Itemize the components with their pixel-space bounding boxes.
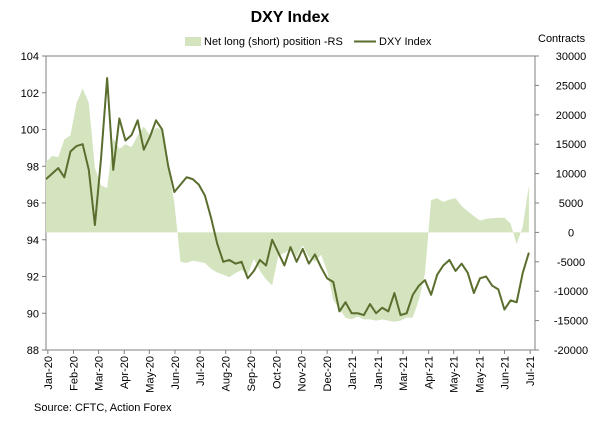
x-tick-label: Nov-20 (297, 356, 309, 391)
x-tick-label: Jul-21 (525, 356, 537, 386)
y-left-tick-label: 100 (21, 125, 39, 137)
x-tick-label: Aug-20 (221, 356, 233, 391)
y-right-tick-label: -5000 (557, 257, 585, 269)
y-left-axis: 88 90 92 94 96 98 100 102 104 (21, 51, 46, 357)
x-tick-label: May-21 (449, 356, 461, 393)
x-tick-label: Apr-21 (424, 356, 436, 389)
y-right-tick-label: 25000 (556, 80, 587, 92)
legend: Net long (short) position -RS DXY Index (185, 36, 432, 48)
y-left-tick-label: 98 (27, 161, 39, 173)
y-left-tick-label: 90 (27, 308, 39, 320)
y-right-tick-label: 5000 (559, 198, 583, 210)
x-tick-label: May-20 (144, 356, 156, 393)
legend-area-swatch (185, 37, 201, 46)
y-right-tick-label: 0 (568, 227, 574, 239)
x-tick-label: May-21 (474, 356, 486, 393)
y-right-tick-label: 30000 (556, 51, 587, 63)
x-tick-label: Feb-20 (69, 356, 81, 391)
x-tick-label: Dec-20 (322, 356, 334, 391)
x-tick-label: Mar-20 (94, 356, 106, 391)
x-tick-label: Mar-21 (398, 356, 410, 391)
y-left-tick-label: 96 (27, 198, 39, 210)
y-right-tick-label: 20000 (556, 110, 587, 122)
dxy-index-line (45, 77, 530, 317)
x-tick-label: Jul-20 (195, 356, 207, 386)
y-left-tick-label: 94 (27, 235, 39, 247)
x-tick-label: Sep-20 (246, 356, 258, 391)
legend-area-label: Net long (short) position -RS (204, 36, 343, 48)
dxy-line-layer (45, 77, 530, 317)
x-axis: Jan-20 Feb-20 Mar-20 Apr-20 May-20 Jun-20 Jul-… (43, 350, 537, 393)
x-tick-label: Jun-21 (499, 356, 511, 390)
x-tick-label: Jan-20 (43, 356, 55, 390)
x-tick-label: Jun-20 (170, 356, 182, 390)
source-note: Source: CFTC, Action Forex (34, 402, 172, 414)
y-right-tick-label: 10000 (556, 169, 587, 181)
y-left-tick-label: 88 (27, 345, 39, 357)
y-right-tick-label: -20000 (554, 345, 588, 357)
x-tick-label: Jan-21 (347, 356, 359, 390)
legend-line-label: DXY Index (379, 36, 432, 48)
x-tick-label: Oct-20 (271, 356, 283, 389)
chart-title: DXY Index (251, 9, 330, 26)
y-right-tick-label: -15000 (554, 316, 588, 328)
x-tick-label: Jan-21 (373, 356, 385, 390)
y-right-tick-label: -10000 (554, 286, 588, 298)
y-left-tick-label: 92 (27, 272, 39, 284)
y-left-tick-label: 104 (21, 51, 39, 63)
y-left-tick-label: 102 (21, 88, 39, 100)
x-tick-label: Apr-20 (119, 356, 131, 389)
net-position-area (46, 88, 529, 322)
y2-unit-label: Contracts (538, 33, 586, 45)
y-right-axis: -20000 -15000 -10000 -5000 0 5000 10000 15000 20… (535, 51, 588, 357)
y-right-tick-label: 15000 (556, 139, 587, 151)
net-position-area-layer (46, 88, 529, 322)
